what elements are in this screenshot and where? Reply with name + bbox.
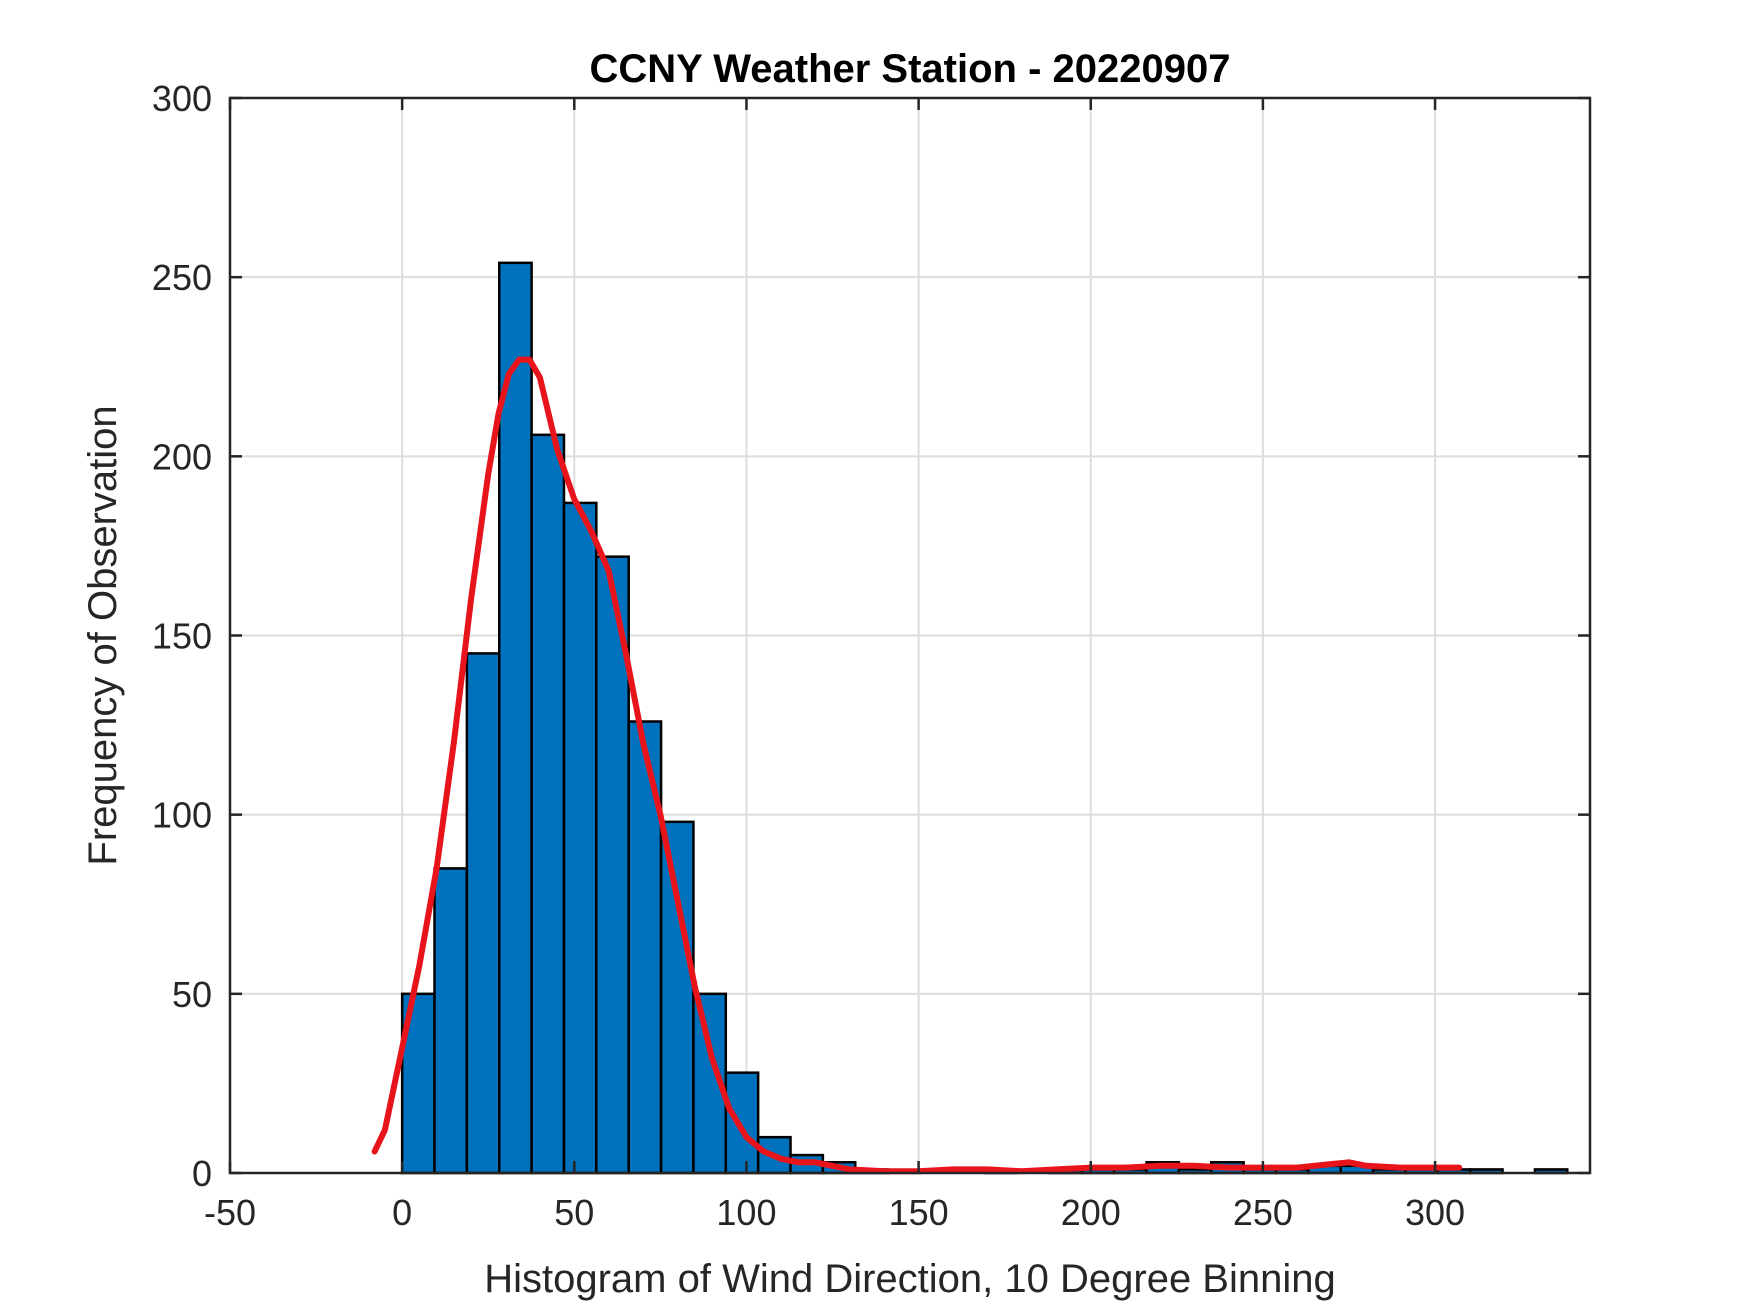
grid-layer: [229, 97, 1590, 1174]
x-tick-labels: -50 0 50 100 150 200 250 300: [204, 1192, 1465, 1233]
y-tick-label: 300: [152, 78, 212, 119]
y-tick-label: 150: [152, 616, 212, 657]
y-tick-label: 100: [152, 795, 212, 836]
x-tick-label: 200: [1061, 1192, 1121, 1233]
histogram-bar: [595, 555, 630, 1175]
x-tick-label: 300: [1405, 1192, 1465, 1233]
histogram-bar: [562, 501, 598, 1175]
y-tick-label: 50: [172, 974, 212, 1015]
y-tick-labels: 0 50 100 150 200 250 300: [152, 78, 212, 1194]
x-tick-label: 100: [716, 1192, 776, 1233]
x-axis-label: Histogram of Wind Direction, 10 Degree B…: [484, 1257, 1336, 1301]
x-tick-label: -50: [204, 1192, 256, 1233]
histogram-bar: [465, 652, 501, 1175]
histogram-bar: [433, 867, 469, 1175]
x-tick-label: 0: [392, 1192, 412, 1233]
fit-curve-layer: [371, 356, 1463, 1175]
y-tick-label: 0: [192, 1153, 212, 1194]
y-tick-label: 200: [152, 436, 212, 477]
x-tick-label: 250: [1233, 1192, 1293, 1233]
histogram-bar: [724, 1071, 760, 1175]
histogram-bar: [659, 820, 695, 1175]
bars-layer: [400, 261, 1569, 1175]
x-tick-label: 150: [889, 1192, 949, 1233]
chart-title: CCNY Weather Station - 20220907: [590, 47, 1231, 91]
fit-curve: [371, 356, 1463, 1175]
y-axis-label: Frequency of Observation: [81, 405, 125, 865]
ticks-layer: [228, 96, 1590, 1175]
x-tick-label: 50: [554, 1192, 594, 1233]
histogram-bar: [530, 433, 566, 1175]
y-tick-label: 250: [152, 257, 212, 298]
